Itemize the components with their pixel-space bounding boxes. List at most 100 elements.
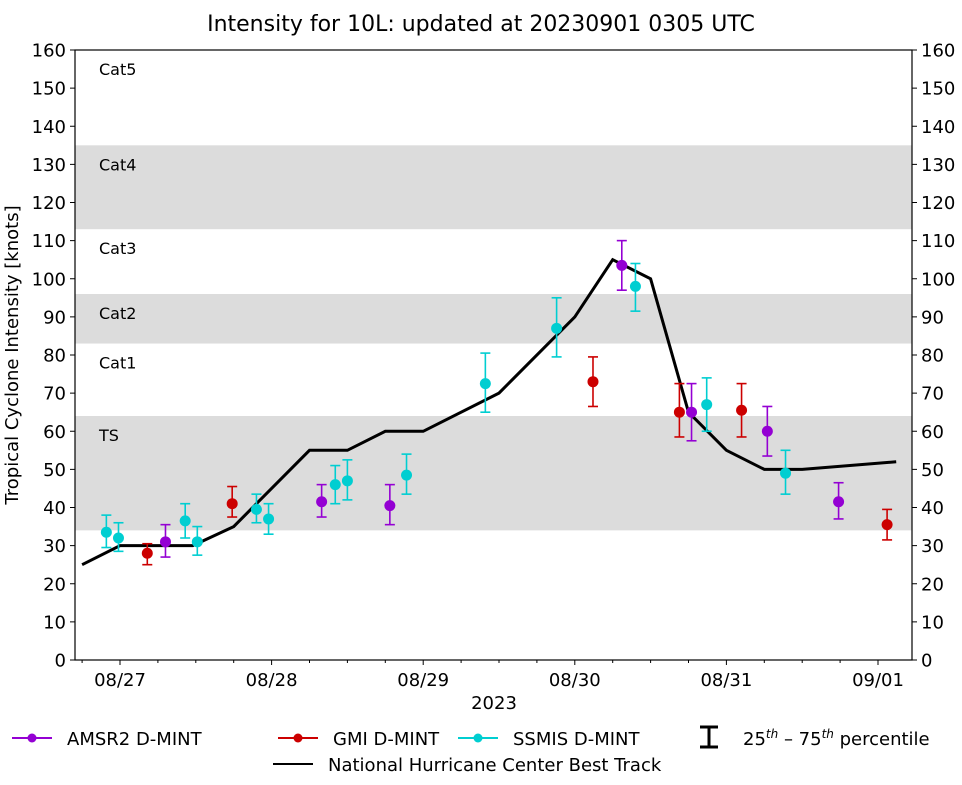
x-axis-label: 2023 bbox=[471, 693, 517, 714]
x-tick-label: 09/01 bbox=[852, 670, 904, 691]
ssmis-point bbox=[100, 514, 112, 549]
amsr2-point bbox=[686, 382, 698, 442]
band-ts bbox=[75, 416, 912, 531]
y-tick-label: 130 bbox=[32, 155, 66, 176]
best-track-layer bbox=[81, 257, 897, 567]
legend-label: SSMIS D-MINT bbox=[513, 729, 640, 750]
ssmis-marker bbox=[263, 513, 275, 525]
y-tick-label-right: 110 bbox=[921, 231, 955, 252]
amsr2-marker bbox=[833, 496, 845, 508]
ssmis-marker bbox=[629, 280, 641, 292]
band-label-cat3: Cat3 bbox=[99, 239, 136, 258]
legend-label: AMSR2 D-MINT bbox=[67, 729, 203, 750]
amsr2-point bbox=[316, 483, 328, 518]
legend-item-percentile: 25th – 75th percentile bbox=[700, 725, 930, 750]
gmi-point bbox=[141, 542, 153, 566]
ssmis-point bbox=[179, 502, 191, 539]
ssmis-point bbox=[250, 493, 262, 524]
x-tick-label: 08/30 bbox=[549, 670, 601, 691]
gmi-marker bbox=[881, 519, 893, 531]
x-tick-label: 08/28 bbox=[246, 670, 298, 691]
ssmis-marker bbox=[191, 536, 203, 548]
amsr2-point bbox=[616, 239, 628, 291]
y-tick-label: 50 bbox=[43, 460, 66, 481]
ssmis-point bbox=[701, 377, 713, 433]
gmi-marker bbox=[226, 498, 238, 510]
band-label-cat5: Cat5 bbox=[99, 60, 136, 79]
legend-swatch-marker bbox=[293, 733, 303, 743]
band-label-ts: TS bbox=[98, 426, 119, 445]
superscript: th bbox=[822, 727, 834, 741]
band-label-cat1: Cat1 bbox=[99, 354, 136, 373]
category-bands bbox=[75, 145, 912, 531]
legend-label: National Hurricane Center Best Track bbox=[328, 755, 662, 776]
amsr2-marker bbox=[616, 259, 628, 271]
ssmis-point bbox=[263, 502, 275, 535]
superscript: th bbox=[766, 727, 778, 741]
gmi-point bbox=[881, 508, 893, 541]
y-axis-right: 0 10 20 30 40 50 60 70 80 90 100 110 120 130 140 150 160 bbox=[912, 41, 955, 672]
amsr2-marker bbox=[761, 425, 773, 437]
y-tick-label-right: 40 bbox=[921, 498, 944, 519]
ssmis-marker bbox=[250, 503, 262, 515]
ssmis-marker bbox=[551, 322, 563, 334]
x-tick-label: 08/27 bbox=[94, 670, 146, 691]
gmi-point bbox=[736, 382, 748, 438]
legend-label-percentile: 25th – 75th percentile bbox=[743, 727, 930, 750]
y-tick-label-right: 10 bbox=[921, 612, 944, 633]
amsr2-point bbox=[159, 523, 171, 558]
gmi-point bbox=[226, 485, 238, 518]
y-tick-label: 20 bbox=[43, 574, 66, 595]
y-axis-left: 0 10 20 30 40 50 60 70 80 90 100 110 120 130 140 150 160 bbox=[32, 41, 75, 672]
ssmis-point bbox=[551, 297, 563, 358]
legend-item-gmi: GMI D-MINT bbox=[278, 729, 440, 750]
y-tick-label-right: 150 bbox=[921, 79, 955, 100]
amsr2-point bbox=[384, 483, 396, 526]
category-band-labels: TS Cat1 Cat2 Cat3 Cat4 Cat5 bbox=[98, 60, 136, 445]
y-tick-label: 150 bbox=[32, 79, 66, 100]
ssmis-marker bbox=[100, 526, 112, 538]
label-part: percentile bbox=[834, 729, 930, 750]
y-tick-label-right: 20 bbox=[921, 574, 944, 595]
y-tick-label: 100 bbox=[32, 269, 66, 290]
gmi-marker bbox=[141, 547, 153, 559]
y-axis-label: Tropical Cyclone Intensity [knots] bbox=[2, 205, 23, 505]
band-label-cat2: Cat2 bbox=[99, 304, 136, 323]
ssmis-marker bbox=[112, 532, 124, 544]
ssmis-marker bbox=[701, 399, 713, 411]
y-tick-label-right: 160 bbox=[921, 41, 955, 62]
legend-label: GMI D-MINT bbox=[333, 729, 440, 750]
amsr2-point bbox=[761, 405, 773, 457]
ssmis-point bbox=[191, 525, 203, 556]
y-tick-label: 60 bbox=[43, 422, 66, 443]
y-tick-label-right: 30 bbox=[921, 536, 944, 557]
ssmis-point bbox=[329, 464, 341, 505]
ssmis-marker bbox=[329, 479, 341, 491]
y-tick-label: 80 bbox=[43, 346, 66, 367]
y-tick-label: 30 bbox=[43, 536, 66, 557]
band-label-cat4: Cat4 bbox=[99, 155, 136, 174]
y-tick-label: 90 bbox=[43, 307, 66, 328]
y-tick-label: 0 bbox=[55, 651, 66, 672]
ssmis-marker bbox=[479, 378, 491, 390]
ssmis-marker bbox=[179, 515, 191, 527]
y-tick-label: 140 bbox=[32, 117, 66, 138]
y-tick-label: 160 bbox=[32, 41, 66, 62]
label-part: – 75 bbox=[778, 729, 821, 750]
y-tick-label-right: 80 bbox=[921, 346, 944, 367]
amsr2-point bbox=[833, 481, 845, 520]
plot-frame bbox=[74, 49, 913, 661]
amsr2-marker bbox=[316, 496, 328, 508]
legend-swatch-marker bbox=[27, 733, 37, 743]
label-part: 25 bbox=[743, 729, 766, 750]
ssmis-marker bbox=[341, 475, 353, 487]
y-tick-label-right: 70 bbox=[921, 384, 944, 405]
y-tick-label-right: 50 bbox=[921, 460, 944, 481]
gmi-point bbox=[673, 382, 685, 438]
legend-item-best-track: National Hurricane Center Best Track bbox=[273, 755, 662, 776]
x-tick-label: 08/29 bbox=[397, 670, 449, 691]
y-tick-label-right: 60 bbox=[921, 422, 944, 443]
amsr2-marker bbox=[159, 536, 171, 548]
legend-item-amsr2: AMSR2 D-MINT bbox=[12, 729, 203, 750]
